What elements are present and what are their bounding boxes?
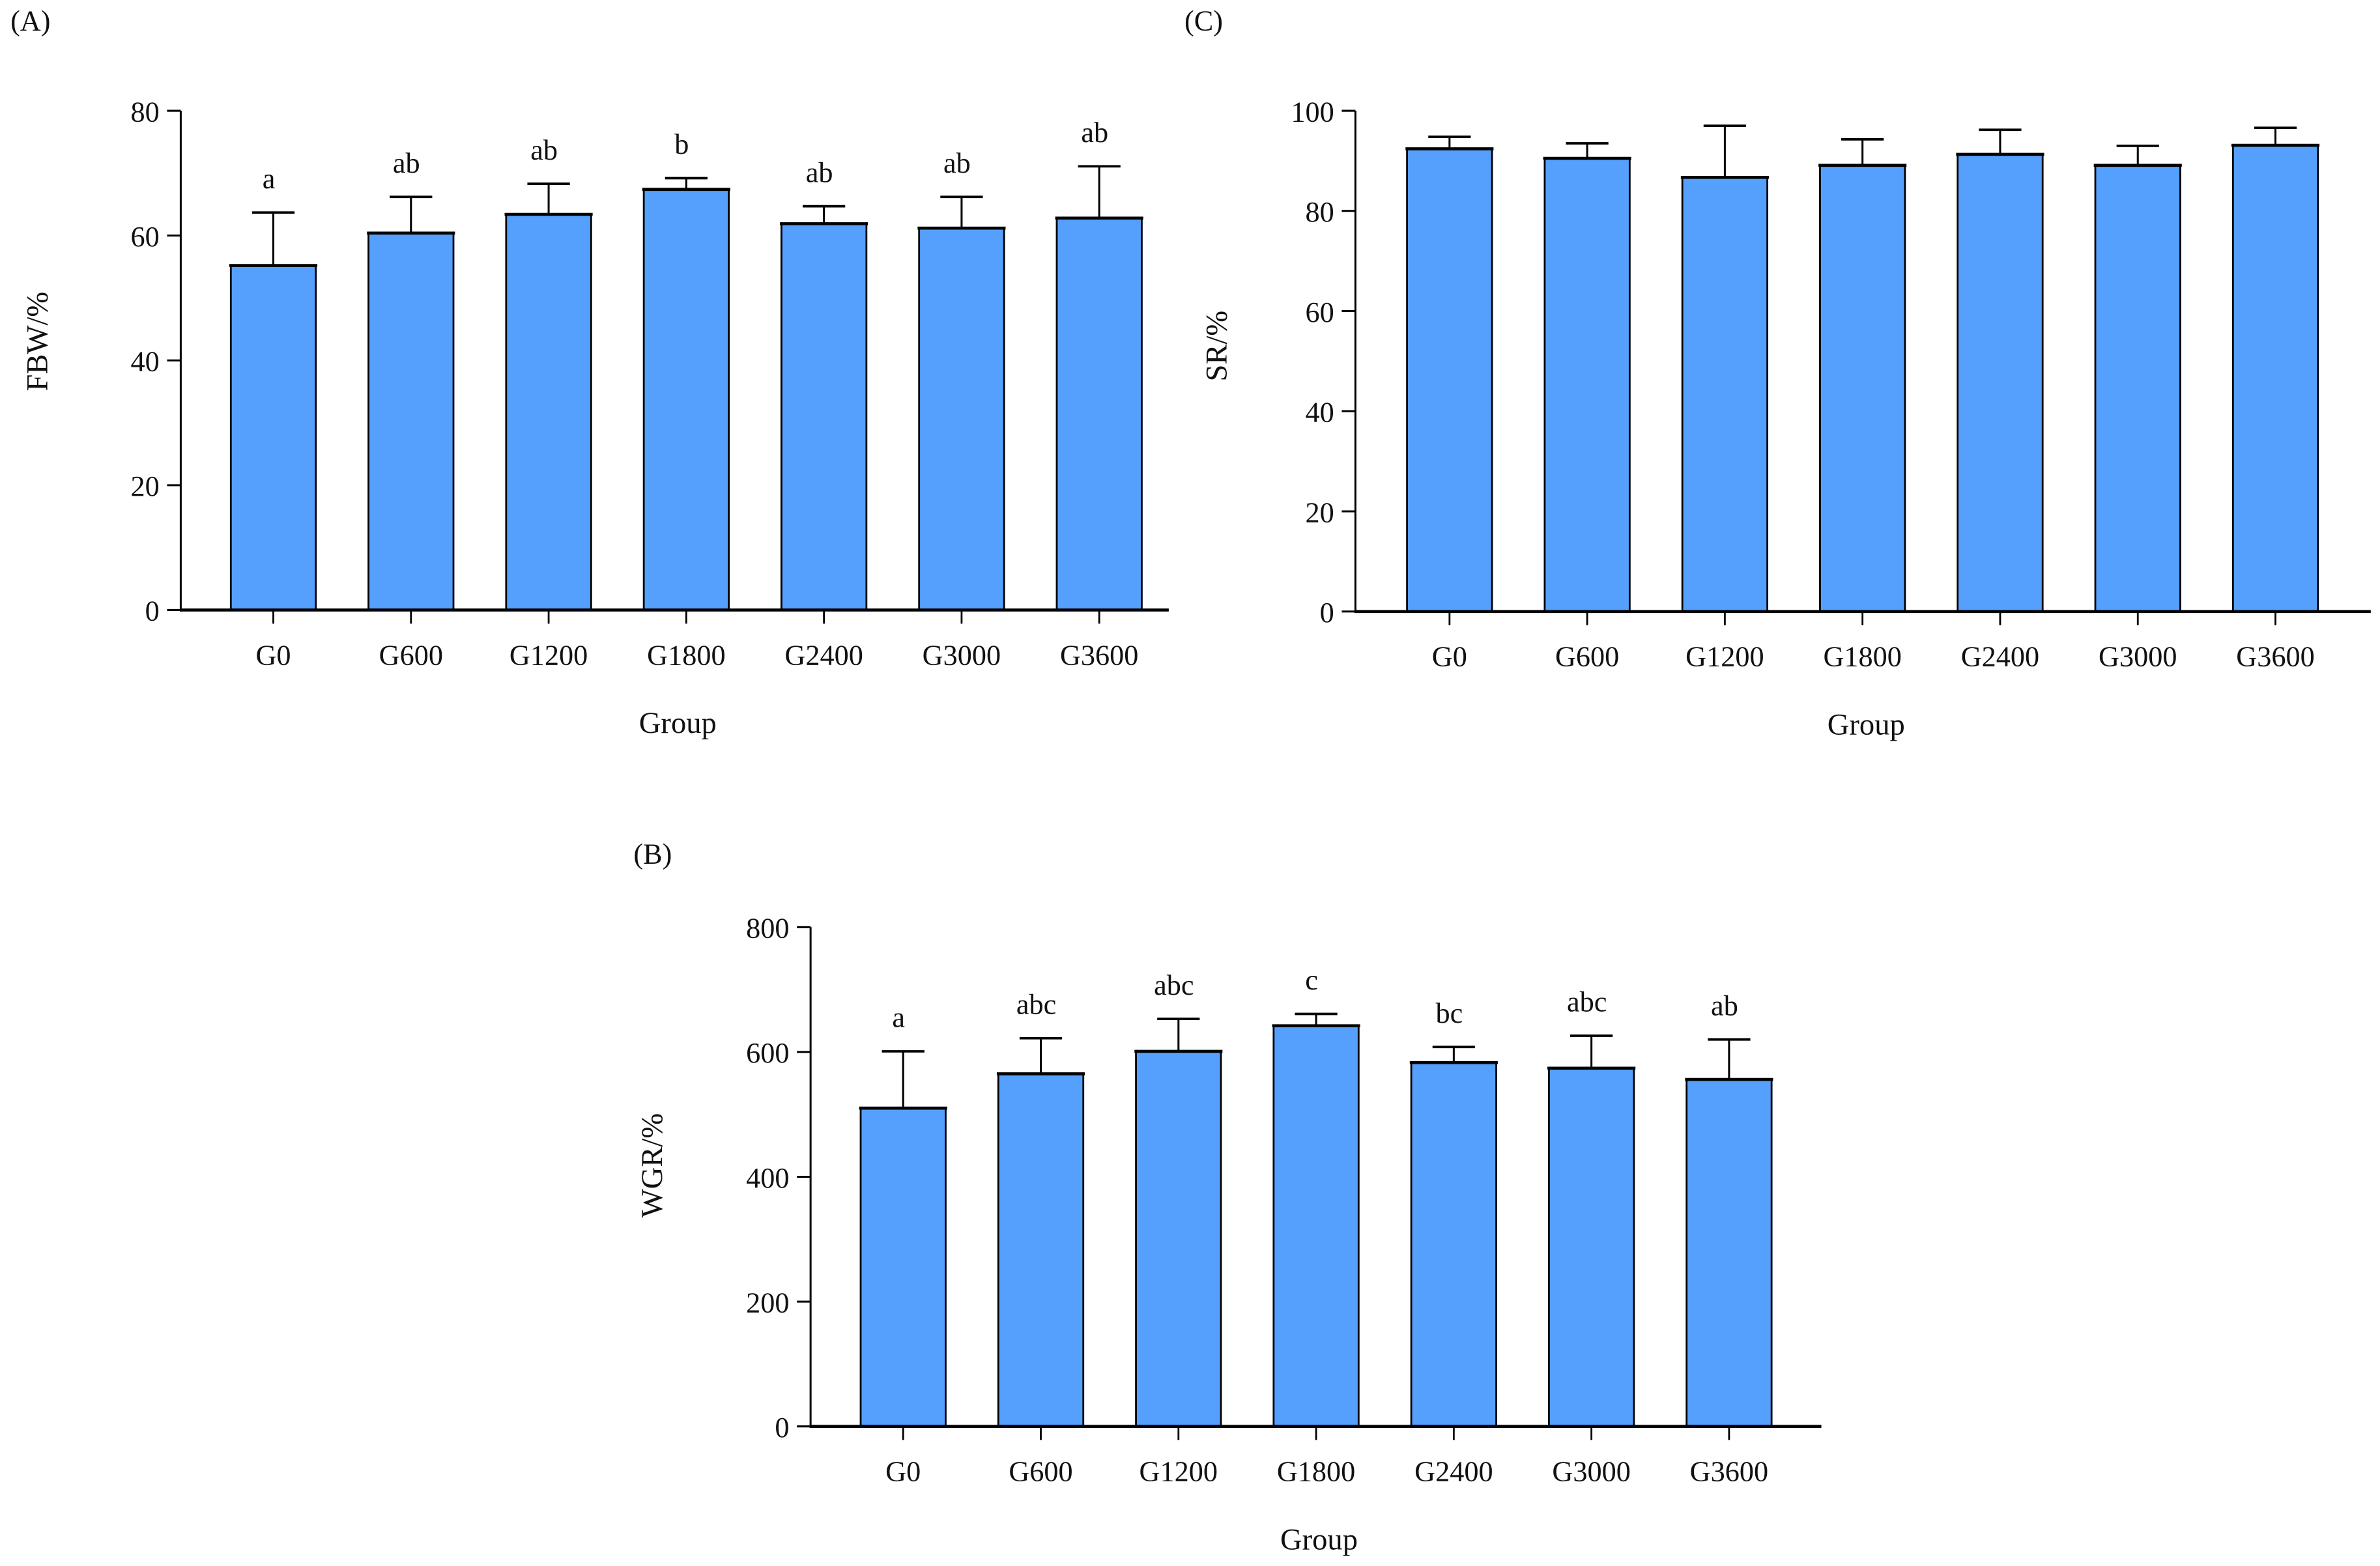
y-tick-label: 800 bbox=[746, 913, 789, 945]
x-tick-label: G600 bbox=[379, 639, 443, 671]
x-tick-label: G1800 bbox=[1277, 1456, 1355, 1488]
bar bbox=[1819, 164, 1906, 613]
x-tick-label: G600 bbox=[1555, 641, 1619, 673]
y-axis-title: SR/% bbox=[1199, 311, 1233, 382]
y-tick-label: 40 bbox=[1306, 397, 1334, 429]
x-tick-label: G2400 bbox=[1414, 1456, 1493, 1488]
x-tick-label: G1800 bbox=[1823, 641, 1901, 673]
x-tick-label: G1200 bbox=[509, 639, 588, 671]
bar bbox=[505, 213, 592, 611]
bar bbox=[229, 264, 317, 611]
bar bbox=[1543, 157, 1631, 613]
panel-label: (B) bbox=[633, 838, 672, 870]
y-axis-title: WGR/% bbox=[635, 1113, 669, 1217]
bar bbox=[1272, 1025, 1360, 1428]
significance-label: ab bbox=[943, 147, 971, 179]
bar bbox=[859, 1107, 947, 1428]
y-tick-label: 20 bbox=[1306, 496, 1334, 528]
bar bbox=[1681, 176, 1769, 613]
x-axis-title: Group bbox=[1280, 1522, 1358, 1556]
y-tick-label: 0 bbox=[775, 1412, 789, 1444]
bar bbox=[1055, 217, 1143, 611]
x-axis-title: Group bbox=[639, 706, 717, 740]
y-tick-label: 600 bbox=[746, 1037, 789, 1069]
y-tick-label: 20 bbox=[131, 470, 160, 502]
significance-label: ab bbox=[1711, 989, 1738, 1021]
y-tick-label: 0 bbox=[1320, 597, 1334, 629]
significance-label: bc bbox=[1435, 997, 1463, 1029]
significance-label: ab bbox=[530, 134, 558, 166]
y-tick-label: 80 bbox=[1306, 196, 1334, 228]
bar bbox=[1410, 1061, 1497, 1428]
bar bbox=[367, 232, 455, 611]
x-tick-label: G0 bbox=[255, 639, 291, 671]
bar bbox=[2231, 144, 2319, 613]
x-tick-label: G0 bbox=[885, 1456, 921, 1488]
x-tick-label: G1200 bbox=[1140, 1456, 1218, 1488]
x-tick-label: G3600 bbox=[1060, 639, 1138, 671]
x-tick-label: G1200 bbox=[1685, 641, 1764, 673]
bar bbox=[781, 223, 868, 611]
bar bbox=[2094, 164, 2181, 613]
bar bbox=[1957, 153, 2044, 613]
y-tick-label: 400 bbox=[746, 1162, 789, 1194]
bar bbox=[1685, 1078, 1773, 1428]
x-tick-label: G3600 bbox=[2236, 641, 2314, 673]
x-tick-label: G3000 bbox=[1552, 1456, 1630, 1488]
y-tick-label: 60 bbox=[131, 221, 160, 253]
y-tick-label: 100 bbox=[1291, 96, 1334, 128]
bar bbox=[642, 188, 730, 611]
panel-label: (C) bbox=[1184, 5, 1223, 37]
significance-label: abc bbox=[1154, 969, 1194, 1001]
y-axis-title: FBW/% bbox=[20, 292, 54, 392]
significance-label: c bbox=[1305, 964, 1318, 996]
significance-label: a bbox=[263, 163, 276, 195]
y-tick-label: 0 bbox=[145, 595, 160, 627]
bar bbox=[1135, 1050, 1222, 1428]
significance-label: a bbox=[892, 1002, 905, 1034]
significance-label: abc bbox=[1016, 989, 1056, 1021]
x-tick-label: G2400 bbox=[784, 639, 863, 671]
y-tick-label: 200 bbox=[746, 1287, 789, 1318]
x-tick-label: G600 bbox=[1009, 1456, 1072, 1488]
x-tick-label: G0 bbox=[1432, 641, 1467, 673]
y-tick-label: 40 bbox=[131, 346, 160, 378]
x-axis-title: Group bbox=[1828, 707, 1905, 741]
bar bbox=[918, 227, 1005, 611]
x-tick-label: G1800 bbox=[647, 639, 725, 671]
significance-label: b bbox=[674, 128, 689, 160]
x-tick-label: G3600 bbox=[1690, 1456, 1768, 1488]
x-tick-label: G3000 bbox=[2099, 641, 2177, 673]
x-tick-label: G3000 bbox=[923, 639, 1001, 671]
panel-A: (A) a G0 ab G600 ab G1200 b G1800 ab G2400 ab G3000 a… bbox=[10, 5, 1169, 740]
bar bbox=[997, 1073, 1085, 1428]
x-tick-label: G2400 bbox=[1961, 641, 2039, 673]
significance-label: ab bbox=[393, 147, 420, 179]
y-tick-label: 80 bbox=[131, 96, 160, 128]
panel-C: (C) G0 G600 G1200 G1800 G2400 G3000 G3600 0 20 40 6… bbox=[1184, 5, 2371, 741]
y-tick-label: 60 bbox=[1306, 296, 1334, 328]
bar bbox=[1548, 1067, 1635, 1428]
significance-label: ab bbox=[806, 156, 833, 188]
bar bbox=[1406, 148, 1493, 613]
significance-label: abc bbox=[1567, 986, 1607, 1018]
panel-B: (B) a G0 abc G600 abc G1200 c G1800 bc G2400 abc G30… bbox=[633, 838, 1822, 1556]
panel-label: (A) bbox=[10, 5, 50, 37]
significance-label: ab bbox=[1081, 117, 1108, 149]
